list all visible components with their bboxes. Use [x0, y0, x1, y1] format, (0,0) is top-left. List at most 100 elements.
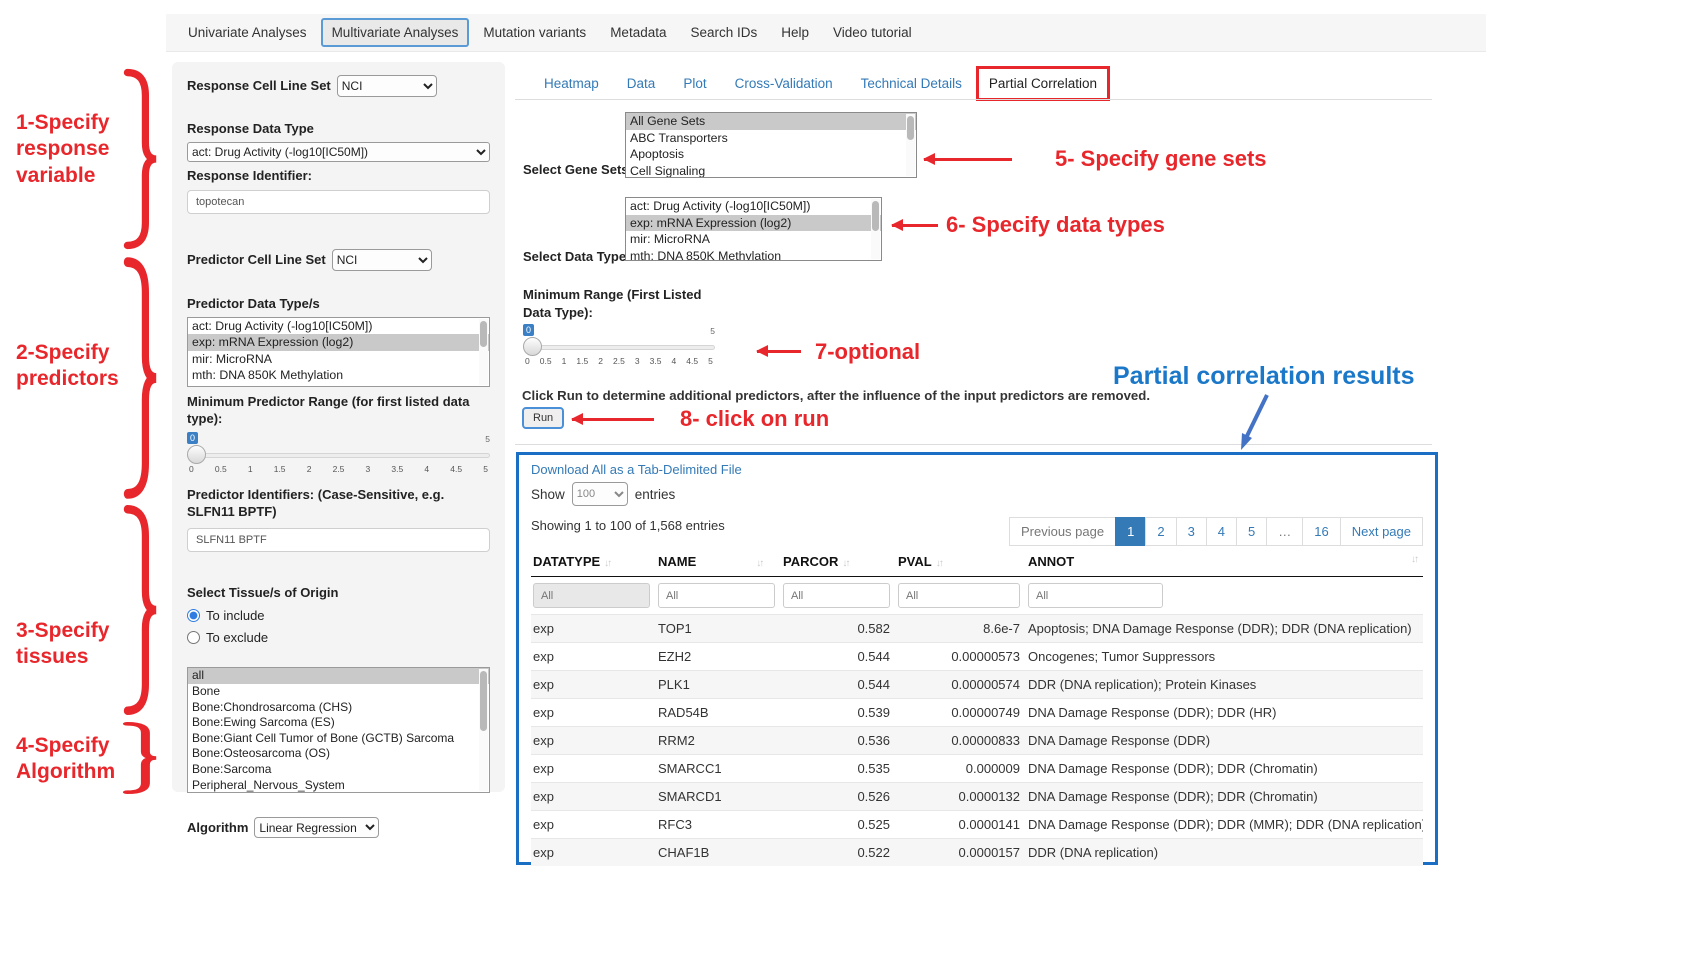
- response-cell-line-set-select[interactable]: NCI: [337, 75, 437, 97]
- page-button-3[interactable]: 3: [1176, 517, 1207, 546]
- filter-name-input[interactable]: [658, 583, 775, 608]
- show-entries-select[interactable]: 100: [572, 482, 628, 506]
- list-option[interactable]: Bone: [188, 684, 489, 700]
- table-row[interactable]: expTOP10.5828.6e-7Apoptosis; DNA Damage …: [531, 615, 1423, 643]
- table-row[interactable]: expSMARCC10.5350.000009DNA Damage Respon…: [531, 755, 1423, 783]
- tab-partial-correlation[interactable]: Partial Correlation: [976, 66, 1110, 101]
- scrollbar[interactable]: [479, 319, 488, 385]
- slider-handle[interactable]: [523, 337, 542, 356]
- algorithm-label: Algorithm: [187, 819, 248, 837]
- header-datatype[interactable]: DATATYPE↓↑: [531, 547, 656, 577]
- tab-plot[interactable]: Plot: [669, 68, 720, 99]
- list-option-selected[interactable]: all: [188, 668, 489, 684]
- list-option[interactable]: act: Drug Activity (-log10[IC50M]): [626, 198, 881, 215]
- tissue-exclude-radio[interactable]: [187, 631, 200, 644]
- min-range-slider[interactable]: 0 5 00.511.522.533.544.55: [523, 324, 715, 370]
- nav-univariate-analyses[interactable]: Univariate Analyses: [178, 18, 317, 47]
- sort-icon[interactable]: ↓↑: [696, 558, 762, 569]
- nav-search-ids[interactable]: Search IDs: [680, 18, 767, 47]
- sort-icon[interactable]: ↓↑: [838, 558, 848, 569]
- run-button[interactable]: Run: [522, 407, 564, 429]
- list-option[interactable]: act: Drug Activity (-log10[IC50M]): [188, 318, 489, 335]
- table-row[interactable]: expCHAF1B0.5220.0000157DDR (DNA replicat…: [531, 839, 1423, 867]
- nav-mutation-variants[interactable]: Mutation variants: [473, 18, 596, 47]
- list-option-selected[interactable]: All Gene Sets: [626, 113, 916, 130]
- header-pval[interactable]: PVAL↓↑: [896, 547, 1026, 577]
- tab-cross-validation[interactable]: Cross-Validation: [721, 68, 847, 99]
- page-button-1[interactable]: 1: [1115, 517, 1146, 546]
- list-option[interactable]: Bone:Giant Cell Tumor of Bone (GCTB) Sar…: [188, 731, 489, 747]
- table-row[interactable]: expSMARCD10.5260.0000132DNA Damage Respo…: [531, 783, 1423, 811]
- sort-icon[interactable]: ↓↑: [932, 558, 942, 569]
- arrow-to-data-types: [892, 224, 938, 227]
- header-name[interactable]: NAME↓↑: [656, 547, 781, 577]
- list-option[interactable]: Bone:Sarcoma: [188, 762, 489, 778]
- table-row[interactable]: expRFC30.5250.0000141DNA Damage Response…: [531, 811, 1423, 839]
- list-option[interactable]: Bone:Ewing Sarcoma (ES): [188, 715, 489, 731]
- list-option[interactable]: mir: MicroRNA: [188, 351, 489, 368]
- tissue-include-radio[interactable]: [187, 609, 200, 622]
- min-predictor-range-slider[interactable]: 0 5 00.511.522.533.544.55: [187, 432, 490, 478]
- annotation-step8: 8- click on run: [680, 405, 829, 433]
- next-page-button[interactable]: Next page: [1340, 517, 1423, 546]
- tissue-include-label: To include: [206, 608, 265, 623]
- page-button-4[interactable]: 4: [1206, 517, 1237, 546]
- list-option[interactable]: Apoptosis: [626, 146, 916, 163]
- predictor-identifiers-input[interactable]: [187, 528, 490, 552]
- table-row[interactable]: expRAD54B0.5390.00000749DNA Damage Respo…: [531, 699, 1423, 727]
- red-brace-predictors: [122, 256, 158, 500]
- nav-help[interactable]: Help: [771, 18, 819, 47]
- tab-data[interactable]: Data: [613, 68, 670, 99]
- tab-technical-details[interactable]: Technical Details: [847, 68, 976, 99]
- list-option[interactable]: Bone:Chondrosarcoma (CHS): [188, 700, 489, 716]
- nav-multivariate-analyses[interactable]: Multivariate Analyses: [321, 18, 470, 47]
- sort-icon[interactable]: ↓↑: [1407, 554, 1417, 565]
- list-option[interactable]: Bone:Osteosarcoma (OS): [188, 746, 489, 762]
- tissue-listbox[interactable]: all Bone Bone:Chondrosarcoma (CHS) Bone:…: [187, 667, 490, 793]
- list-option[interactable]: Cell Signaling: [626, 163, 916, 179]
- filter-pval-input[interactable]: [898, 583, 1020, 608]
- tab-heatmap[interactable]: Heatmap: [530, 68, 613, 99]
- download-all-link[interactable]: Download All as a Tab-Delimited File: [531, 462, 1423, 477]
- algorithm-select[interactable]: Linear Regression: [254, 817, 379, 838]
- table-row[interactable]: expEZH20.5440.00000573Oncogenes; Tumor S…: [531, 643, 1423, 671]
- slider-track[interactable]: [187, 453, 490, 458]
- nav-video-tutorial[interactable]: Video tutorial: [823, 18, 922, 47]
- predictor-cell-line-set-select[interactable]: NCI: [332, 249, 432, 271]
- page-button-5[interactable]: 5: [1236, 517, 1267, 546]
- list-option[interactable]: mth: DNA 850K Methylation: [626, 248, 881, 262]
- table-row[interactable]: expRRM20.5360.00000833DNA Damage Respons…: [531, 727, 1423, 755]
- nav-metadata[interactable]: Metadata: [600, 18, 676, 47]
- annotation-step5: 5- Specify gene sets: [1055, 145, 1267, 173]
- slider-max-label: 5: [710, 326, 715, 336]
- list-option[interactable]: Peripheral_Nervous_System: [188, 778, 489, 794]
- list-option[interactable]: ABC Transporters: [626, 130, 916, 147]
- header-parcor[interactable]: PARCOR↓↑: [781, 547, 896, 577]
- data-types-listbox[interactable]: act: Drug Activity (-log10[IC50M]) exp: …: [625, 197, 882, 261]
- gene-sets-listbox[interactable]: All Gene Sets ABC Transporters Apoptosis…: [625, 112, 917, 178]
- page-button-16[interactable]: 16: [1302, 517, 1340, 546]
- list-option-selected[interactable]: exp: mRNA Expression (log2): [626, 215, 881, 232]
- scrollbar[interactable]: [871, 199, 880, 259]
- scrollbar[interactable]: [906, 114, 915, 176]
- filter-datatype-input[interactable]: [533, 583, 650, 608]
- min-predictor-range-label: Minimum Predictor Range (for first liste…: [187, 393, 490, 428]
- table-row[interactable]: expPLK10.5440.00000574DDR (DNA replicati…: [531, 671, 1423, 699]
- annotation-step1: 1-Specify response variable: [16, 110, 109, 189]
- page-button-2[interactable]: 2: [1145, 517, 1176, 546]
- slider-handle[interactable]: [187, 445, 206, 464]
- filter-annot-input[interactable]: [1028, 583, 1163, 608]
- scrollbar[interactable]: [479, 669, 488, 791]
- pagination: Previous page 1 2 3 4 5 … 16 Next page: [1010, 517, 1423, 546]
- list-option[interactable]: mth: DNA 850K Methylation: [188, 367, 489, 384]
- previous-page-button[interactable]: Previous page: [1009, 517, 1116, 546]
- response-data-type-select[interactable]: act: Drug Activity (-log10[IC50M]): [187, 142, 490, 162]
- filter-parcor-input[interactable]: [783, 583, 890, 608]
- predictor-data-types-listbox[interactable]: act: Drug Activity (-log10[IC50M]) exp: …: [187, 317, 490, 387]
- response-identifier-input[interactable]: [187, 190, 490, 214]
- list-option[interactable]: mir: MicroRNA: [626, 231, 881, 248]
- header-annot[interactable]: ANNOT↓↑: [1026, 547, 1423, 577]
- sort-icon[interactable]: ↓↑: [600, 558, 610, 569]
- slider-track[interactable]: [523, 345, 715, 350]
- list-option-selected[interactable]: exp: mRNA Expression (log2): [188, 334, 489, 351]
